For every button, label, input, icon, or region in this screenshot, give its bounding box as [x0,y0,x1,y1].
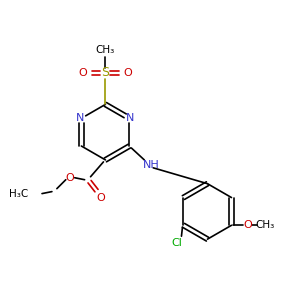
Text: O: O [243,220,252,230]
Text: H₃C: H₃C [9,189,28,199]
Text: CH₃: CH₃ [96,45,115,55]
Text: CH₃: CH₃ [256,220,275,230]
Text: O: O [78,68,87,78]
Text: N: N [76,113,85,123]
Text: O: O [96,193,105,202]
Text: NH: NH [143,160,160,170]
Text: O: O [124,68,133,78]
Text: Cl: Cl [171,238,182,248]
Text: S: S [101,66,110,79]
Text: N: N [126,113,135,123]
Text: O: O [65,173,74,183]
